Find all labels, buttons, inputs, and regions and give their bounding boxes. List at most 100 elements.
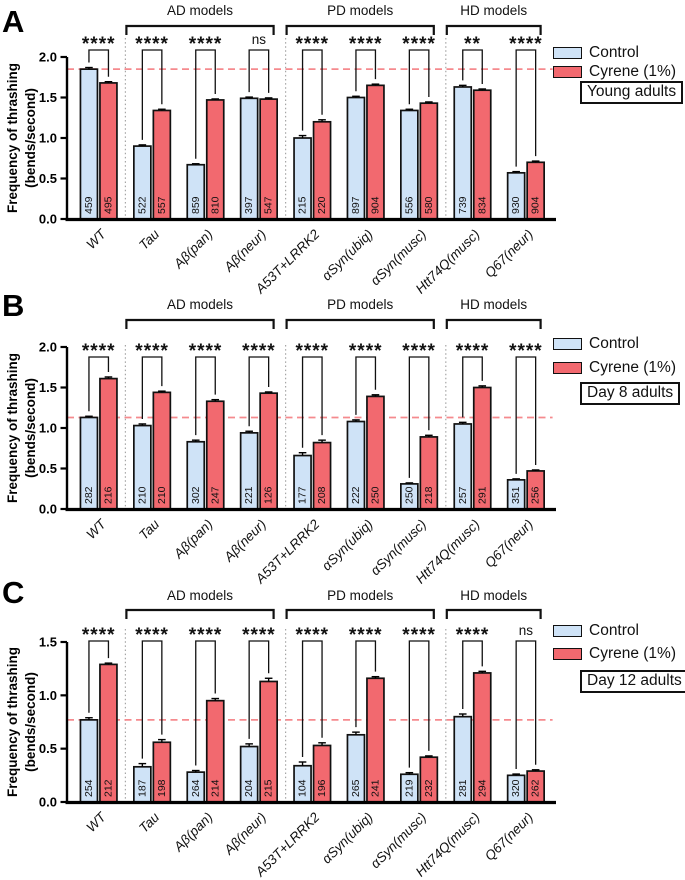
n-label: 215	[263, 779, 275, 797]
pair-bracket	[248, 49, 270, 93]
pair-bracket	[248, 640, 270, 739]
pair-bracket	[355, 356, 377, 415]
sig-label: ****	[82, 34, 116, 55]
sig-label: ****	[509, 341, 543, 362]
pair-bracket	[301, 49, 323, 131]
tick-label: 0.5	[39, 461, 57, 476]
n-label: 930	[510, 196, 522, 214]
pair-bracket	[462, 356, 483, 418]
n-label: 221	[243, 486, 255, 504]
n-label: 216	[102, 486, 114, 504]
tick-label: 2.0	[39, 340, 57, 355]
period-label-box: Day 8 adults	[580, 382, 681, 405]
n-label: 834	[476, 196, 488, 214]
tick-label: 1.0	[39, 688, 57, 703]
period-label-box: Day 12 adults	[580, 670, 685, 693]
n-label: 320	[510, 779, 522, 797]
pair-bracket	[515, 356, 537, 474]
y-axis-title: Frequency of thrashing	[5, 353, 20, 503]
pair-bracket	[408, 49, 430, 105]
pair-bracket	[88, 49, 110, 77]
n-label: 282	[83, 486, 95, 504]
panel-a-plot: 459 522 859 397 215 897 556 739 930 495 557 810 547 2…	[5, 3, 556, 297]
category-label: Aβ(pan)	[170, 810, 215, 855]
n-label: 204	[243, 779, 255, 797]
panel-c-plot: 254 187 264 204 104 265 219 281 320 212 198 214 215 1…	[5, 588, 556, 880]
pair-bracket	[141, 356, 163, 419]
sig-label: ****	[456, 341, 490, 362]
pair-bracket	[88, 640, 110, 713]
n-label: 522	[136, 196, 148, 214]
legend-label-cyrene: Cyrene (1%)	[589, 645, 676, 662]
n-label: 250	[403, 486, 415, 504]
panel-b-letter: B	[2, 288, 25, 323]
tick-label: 0.0	[39, 795, 57, 810]
group-bracket	[285, 608, 435, 619]
period-label-box: Young adults	[580, 81, 684, 104]
group-label: PD models	[327, 588, 393, 603]
pair-bracket	[195, 356, 216, 436]
sig-label: ****	[402, 34, 436, 55]
n-label: 397	[243, 196, 255, 214]
legend-label-cyrene: Cyrene (1%)	[589, 63, 676, 80]
group-bracket	[445, 318, 542, 329]
n-label: 219	[403, 779, 415, 797]
sig-label: ****	[189, 625, 223, 646]
category-label: αSyn(ubiq)	[319, 517, 376, 574]
sig-label: ****	[402, 341, 436, 362]
n-label: 265	[350, 779, 362, 797]
panel-a: 459 522 859 397 215 897 556 739 930 495 557 810 547 2…	[0, 0, 685, 297]
panel-a-letter: A	[2, 4, 25, 39]
sig-label: ****	[135, 625, 169, 646]
n-label: 104	[297, 779, 309, 797]
panel-b-plot: 282 210 302 221 177 222 250 257 351 216 210 247 126 2…	[5, 297, 556, 587]
pair-bracket	[195, 640, 216, 766]
sig-label: ****	[189, 341, 223, 362]
pair-bracket	[462, 640, 483, 709]
n-label: 196	[316, 779, 328, 797]
n-label: 241	[369, 779, 381, 797]
legend-row-control: Control	[553, 44, 639, 62]
n-label: 262	[530, 779, 542, 797]
n-label: 281	[457, 779, 469, 797]
legend-row-cyrene: Cyrene (1%)	[553, 63, 676, 81]
n-label: 215	[297, 196, 309, 214]
cyrene-swatch-icon	[553, 66, 582, 78]
category-label: WT	[83, 515, 110, 542]
n-label: 222	[350, 486, 362, 504]
tick-label: 1.0	[39, 421, 57, 436]
n-label: 580	[423, 196, 435, 214]
pair-bracket	[141, 49, 163, 140]
sig-label: ****	[402, 625, 436, 646]
sig-label: ns	[519, 623, 534, 638]
legend-row-cyrene: Cyrene (1%)	[553, 359, 676, 377]
n-label: 254	[83, 779, 95, 797]
sig-label: ****	[82, 625, 116, 646]
group-bracket	[125, 608, 275, 619]
group-bracket	[285, 318, 435, 329]
legend-label-control: Control	[589, 335, 639, 352]
pair-bracket	[462, 49, 483, 84]
pair-bracket	[408, 640, 430, 768]
group-label: HD models	[460, 297, 527, 312]
category-label: Q67(neur)	[482, 810, 536, 864]
n-label: 218	[423, 486, 435, 504]
sig-label: ****	[135, 341, 169, 362]
n-label: 897	[350, 196, 362, 214]
n-label: 210	[136, 486, 148, 504]
n-label: 739	[457, 196, 469, 214]
n-label: 264	[190, 779, 202, 797]
cyrene-swatch-icon	[553, 362, 582, 374]
sig-label: ****	[296, 34, 330, 55]
sig-label: ****	[82, 341, 116, 362]
category-label: Tau	[136, 516, 163, 543]
pair-bracket	[355, 640, 377, 728]
sig-label: ****	[509, 34, 543, 55]
category-label: Q67(neur)	[482, 227, 536, 281]
n-label: 859	[190, 196, 202, 214]
sig-label: ****	[242, 341, 276, 362]
n-label: 557	[156, 196, 168, 214]
y-axis-title: (bends/second)	[23, 88, 38, 188]
n-label: 495	[102, 196, 114, 214]
